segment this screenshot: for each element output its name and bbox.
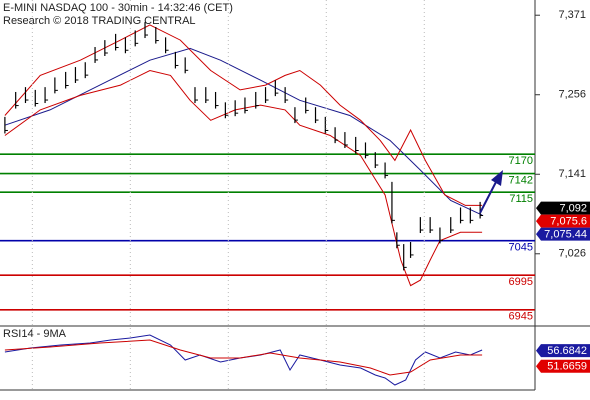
rsi-title: RSI14 - 9MA xyxy=(3,328,67,340)
y-tick-label: 7,141 xyxy=(558,168,586,180)
level-label: 6995 xyxy=(509,276,533,288)
price-tag-label: 7,092 xyxy=(559,203,587,215)
level-label: 6945 xyxy=(509,311,533,323)
price-tag-label: 56.6842 xyxy=(547,345,587,357)
trend-arrow-head xyxy=(491,170,503,186)
chart-subtitle: Research © 2018 TRADING CENTRAL xyxy=(3,15,196,27)
level-label: 7170 xyxy=(509,155,533,167)
price-tag xyxy=(536,344,590,358)
price-tag-label: 7,075.44 xyxy=(544,229,587,241)
y-tick-label: 7,371 xyxy=(558,9,586,21)
chart-title: E-MINI NASDAQ 100 - 30min - 14:32:46 (CE… xyxy=(3,2,233,14)
price-tag xyxy=(536,201,590,215)
level-label: 7115 xyxy=(509,193,533,205)
price-tag xyxy=(536,227,590,241)
price-tag xyxy=(536,359,590,373)
price-tag-label: 7,075.6 xyxy=(550,216,587,228)
line xyxy=(4,339,483,376)
line xyxy=(4,334,483,386)
line xyxy=(4,47,483,216)
price-tag-label: 51.6659 xyxy=(547,361,587,373)
y-tick-label: 7,256 xyxy=(558,89,586,101)
line xyxy=(4,69,483,287)
line xyxy=(4,24,483,206)
price-tag xyxy=(536,214,590,228)
level-label: 7142 xyxy=(509,174,533,186)
trend-arrow xyxy=(479,179,498,214)
level-label: 7045 xyxy=(509,242,533,254)
y-tick-label: 7,026 xyxy=(558,248,586,260)
